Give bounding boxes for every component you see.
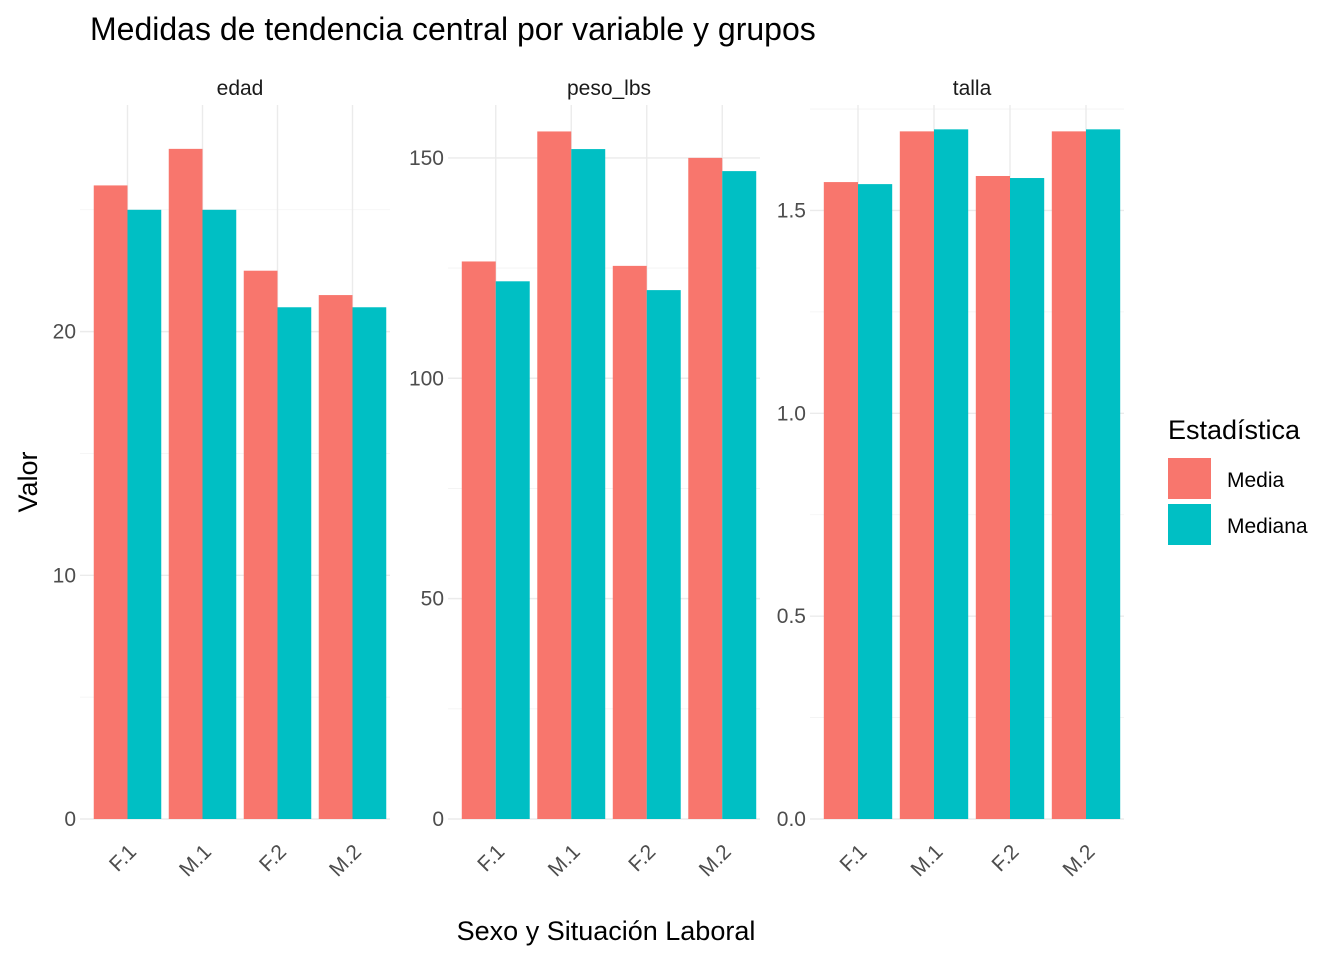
x-tick-label: F.1 [835, 840, 871, 876]
legend-label-media: Media [1227, 469, 1285, 492]
y-tick-label: 20 [53, 321, 76, 344]
bar-mediana-F2 [277, 307, 312, 819]
bar-mediana-M1 [202, 209, 237, 820]
legend-key-mediana [1168, 504, 1211, 545]
legend-items: Media Mediana [1168, 458, 1308, 545]
x-tick-label: M.2 [1059, 840, 1100, 881]
bar-media-M2 [318, 295, 353, 819]
x-tick-label: F.1 [473, 840, 509, 876]
y-tick-label: 0 [432, 808, 444, 831]
x-tick-label: F.2 [624, 840, 660, 876]
y-tick-label: 0 [64, 808, 76, 831]
y-tick-label: 100 [409, 367, 444, 390]
bar-mediana-M2 [722, 171, 757, 820]
facet-strip-label: edad [217, 77, 264, 100]
bar-mediana-F1 [495, 281, 530, 820]
x-tick-label: M.2 [325, 840, 366, 881]
x-tick-label: F.1 [105, 840, 141, 876]
bar-media-M2 [1051, 131, 1086, 819]
x-axis-title: Sexo y Situación Laboral [457, 916, 756, 946]
bar-mediana-M1 [571, 149, 606, 819]
x-tick-label: F.2 [987, 840, 1023, 876]
facet-strip-label: peso_lbs [567, 77, 651, 100]
legend: Estadística Media Mediana [1168, 415, 1308, 545]
y-tick-label: 10 [53, 564, 76, 587]
y-axis-title: Valor [13, 451, 43, 512]
bar-mediana-M2 [1086, 129, 1121, 819]
x-tick-label: M.1 [175, 840, 216, 881]
bar-mediana-F1 [858, 184, 893, 819]
y-tick-label: 50 [421, 588, 444, 611]
bar-mediana-F1 [127, 209, 162, 820]
bar-media-M1 [899, 131, 934, 819]
bar-media-M1 [168, 148, 203, 820]
x-tick-label: M.2 [695, 840, 736, 881]
facet-edad: 0 10 20 F.1 M.1 F.2 M.2 edad [53, 77, 390, 881]
x-tick-label: M.1 [907, 840, 948, 881]
facet-talla: 0.0 0.5 1.0 1.5 F.1 M.1 F.2 M.2 talla [777, 77, 1124, 881]
y-tick-label: 150 [409, 147, 444, 170]
legend-title: Estadística [1168, 415, 1301, 445]
facet-panels: 0 10 20 F.1 M.1 F.2 M.2 edad 0 50 100 150 F.1 M.1 F.2 M… [53, 77, 1124, 881]
legend-key-media [1168, 458, 1211, 499]
x-tick-label: F.2 [255, 840, 291, 876]
facet-peso-lbs: 0 50 100 150 F.1 M.1 F.2 M.2 peso_lbs [409, 77, 760, 881]
x-tick-label: M.1 [544, 840, 585, 881]
bar-media-F2 [612, 265, 647, 819]
bar-mediana-F2 [646, 290, 681, 820]
legend-label-mediana: Mediana [1227, 515, 1308, 538]
bar-media-F2 [243, 270, 278, 819]
facet-strip-label: talla [953, 77, 992, 100]
y-tick-label: 0.5 [777, 605, 806, 628]
bar-media-F1 [823, 182, 858, 820]
y-tick-label: 1.0 [777, 402, 806, 425]
bar-media-F1 [461, 261, 496, 819]
bar-media-M2 [688, 157, 723, 819]
y-tick-label: 1.5 [777, 199, 806, 222]
bar-mediana-M2 [352, 307, 387, 819]
bar-media-M1 [537, 131, 572, 819]
bar-media-F1 [93, 185, 128, 819]
bar-mediana-M1 [934, 129, 969, 819]
chart-title: Medidas de tendencia central por variabl… [90, 11, 816, 47]
bar-mediana-F2 [1010, 178, 1045, 820]
bar-media-F2 [975, 175, 1010, 819]
y-tick-label: 0.0 [777, 808, 806, 831]
